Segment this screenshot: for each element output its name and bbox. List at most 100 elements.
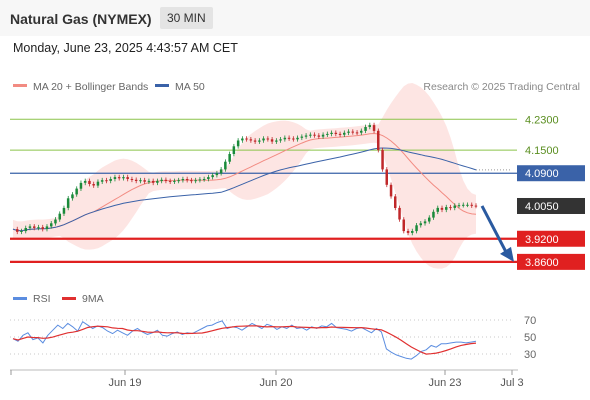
candle-body	[445, 207, 448, 210]
credit-label: Research © 2025 Trading Central	[423, 81, 580, 93]
forecast-arrow-shaft	[480, 205, 509, 255]
forecast-arrow	[480, 205, 514, 262]
ma20-legend-label: MA 20 + Bollinger Bands	[33, 81, 148, 93]
level-label-3: 4.0050	[525, 201, 559, 213]
candle-body	[317, 135, 321, 137]
candlesticks	[16, 122, 478, 236]
candle-body	[58, 213, 61, 220]
instrument-title: Natural Gas (NYMEX)	[10, 11, 152, 27]
x-tick-label: Jun 19	[108, 377, 141, 389]
candle-body	[122, 177, 125, 179]
rsi-level-label: 30	[524, 349, 536, 361]
candle-body	[245, 138, 248, 140]
ma9-legend-label: 9MA	[82, 293, 104, 305]
candle-body	[470, 204, 473, 206]
candle-body	[45, 226, 49, 230]
candle-body	[423, 221, 427, 224]
level-label-4: 3.9200	[525, 234, 559, 246]
candle-body	[24, 228, 27, 232]
candle-body	[232, 146, 236, 154]
chart-date: Monday, June 23, 2025 4:43:57 AM CET	[13, 41, 238, 55]
candle-body	[292, 138, 295, 140]
candle-body	[236, 140, 240, 147]
candle-body	[258, 140, 261, 142]
candle-body	[181, 179, 185, 181]
candle-body	[411, 231, 414, 233]
candle-body	[139, 180, 142, 182]
candle-body	[109, 179, 112, 181]
candle-body	[185, 179, 189, 181]
candle-body	[457, 205, 461, 207]
candle-body	[215, 173, 219, 176]
rsi-legend-label: RSI	[33, 293, 51, 305]
ma20-legend-swatch	[13, 84, 27, 87]
candle-body	[313, 134, 316, 136]
candle-body	[309, 134, 312, 136]
candle-body	[219, 169, 223, 174]
candle-body	[270, 139, 274, 142]
level-label-5: 3.8600	[525, 257, 559, 269]
candle-body	[415, 225, 418, 232]
candle-body	[151, 180, 155, 183]
level-label-box-2	[517, 165, 585, 182]
candle-body	[275, 140, 278, 142]
candle-body	[449, 207, 452, 209]
candle-body	[198, 179, 202, 181]
candle-body	[462, 204, 465, 206]
candle-body	[164, 179, 168, 181]
forecast-arrow-head	[500, 246, 514, 262]
candle-body	[432, 211, 435, 218]
rsi-level-label: 70	[524, 315, 536, 327]
candle-body	[389, 184, 393, 197]
candle-body	[372, 125, 376, 131]
candle-body	[177, 180, 180, 182]
candle-body	[262, 138, 265, 141]
candle-body	[355, 132, 359, 134]
candle-body	[453, 205, 456, 208]
candle-body	[381, 150, 384, 170]
moving-averages	[12, 132, 477, 232]
candle-body	[92, 184, 95, 186]
candle-body	[419, 223, 422, 226]
ma9-legend-swatch	[62, 297, 76, 300]
candle-body	[54, 219, 57, 224]
candle-body	[211, 175, 214, 178]
x-axis: Jun 19 Jun 20 Jun 23 Jul 3	[10, 370, 524, 389]
ma50-legend-swatch	[155, 84, 169, 87]
rsi-legend-swatch	[13, 297, 27, 300]
candle-body	[436, 207, 439, 212]
candle-body	[428, 217, 431, 222]
chart-header: Natural Gas (NYMEX) 30 MIN	[0, 0, 590, 36]
candle-body	[440, 207, 444, 210]
candle-body	[398, 207, 401, 220]
level-label-box-5	[517, 253, 585, 270]
candle-body	[28, 226, 32, 228]
candle-body	[347, 131, 350, 133]
candle-body	[321, 134, 325, 137]
candle-body	[326, 133, 329, 135]
timeframe-badge[interactable]: 30 MIN	[160, 7, 213, 29]
candle-body	[241, 138, 244, 141]
candle-body	[105, 180, 108, 182]
candle-body	[113, 177, 117, 179]
candle-body	[266, 138, 270, 140]
rsi-9ma-line	[12, 325, 477, 355]
price-levels	[10, 118, 518, 263]
candle-body	[96, 181, 100, 186]
candle-body	[351, 131, 354, 133]
candle-body	[134, 179, 138, 181]
candle-body	[71, 194, 74, 199]
candle-body	[360, 130, 363, 133]
bollinger-band-area	[13, 83, 476, 269]
candle-body	[88, 180, 91, 184]
candle-body	[41, 227, 44, 230]
candle-body	[249, 139, 253, 141]
bollinger-bands	[13, 83, 476, 269]
level-label-box-4	[517, 230, 585, 247]
ma50-legend-label: MA 50	[175, 81, 205, 93]
candle-body	[62, 207, 66, 214]
candle-body	[304, 135, 308, 137]
level-label-2: 4.0900	[525, 168, 559, 180]
candle-body	[83, 180, 87, 183]
candle-body	[37, 227, 40, 229]
